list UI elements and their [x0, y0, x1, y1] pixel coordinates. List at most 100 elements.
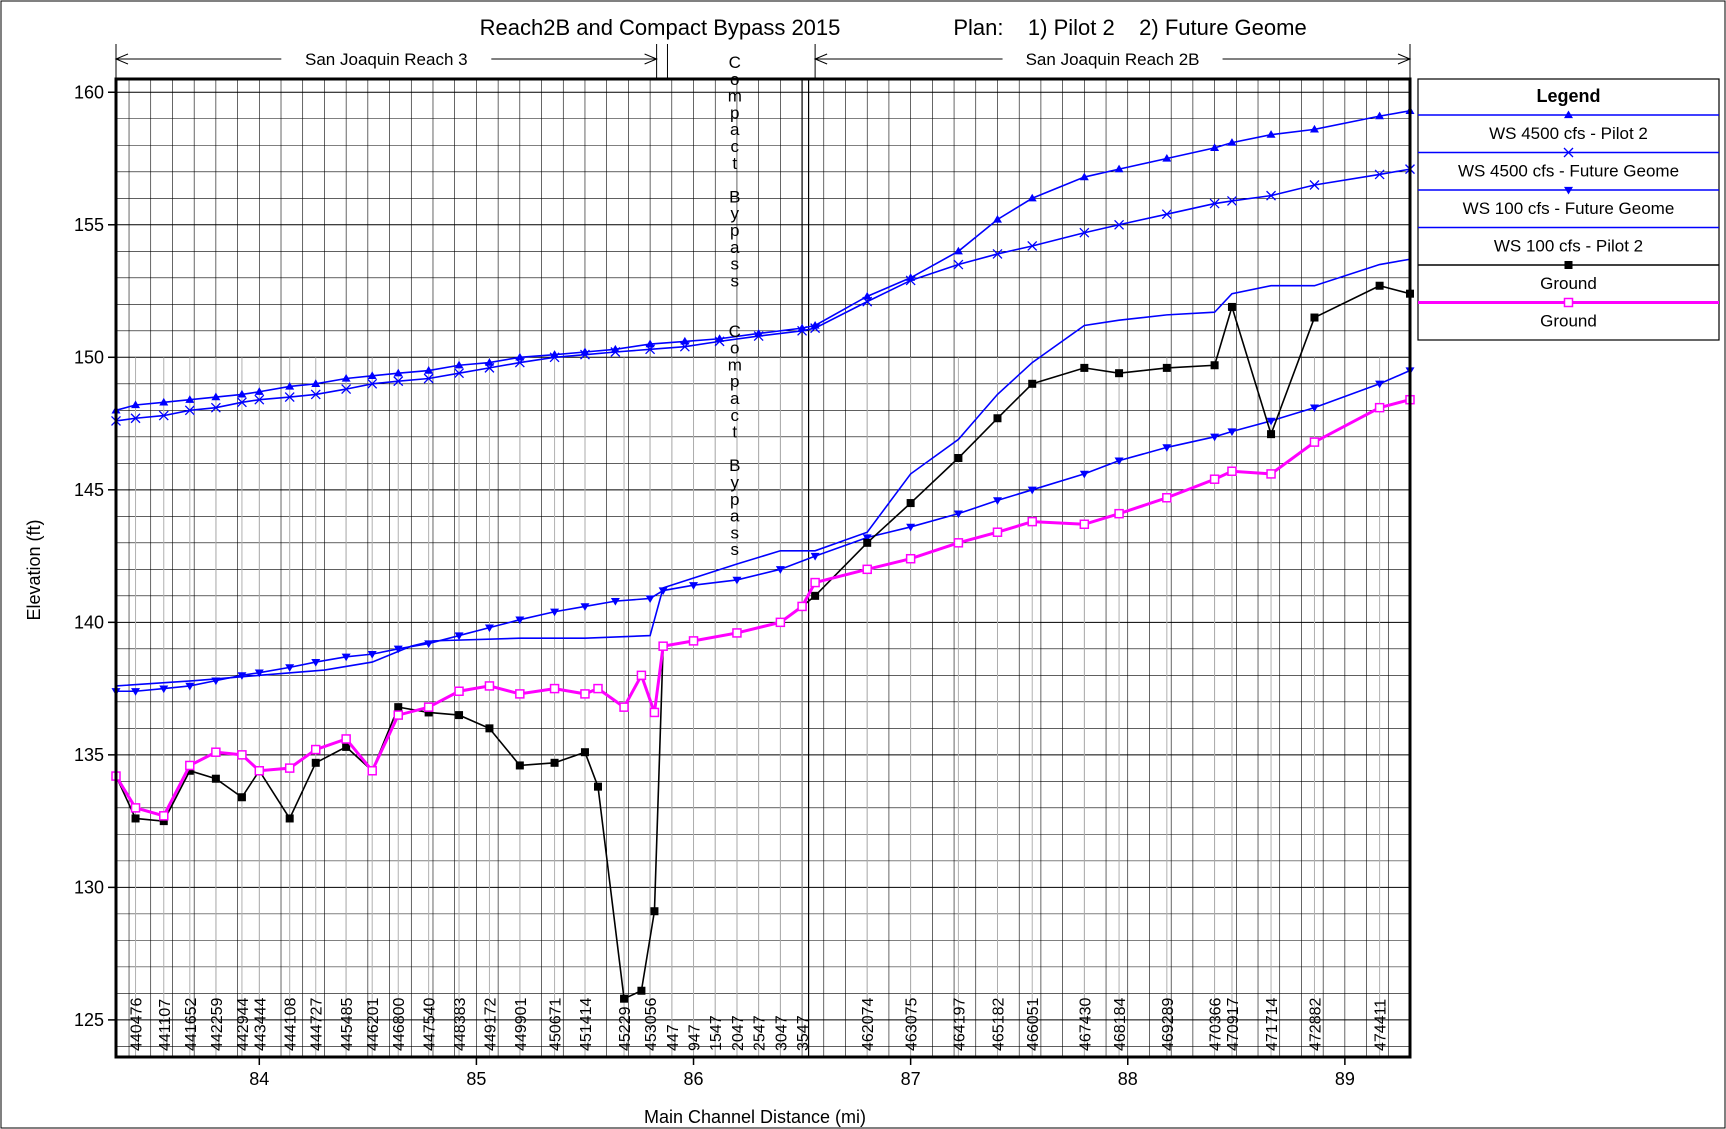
point — [953, 510, 963, 519]
y-tick-label: 145 — [74, 480, 104, 500]
point — [515, 616, 525, 625]
point — [1266, 469, 1276, 479]
point — [1027, 241, 1038, 251]
point — [810, 552, 820, 561]
point — [1309, 437, 1320, 447]
series-line — [114, 398, 1411, 818]
point — [1162, 154, 1172, 162]
point — [619, 702, 629, 712]
point — [454, 632, 464, 641]
point — [1209, 198, 1220, 209]
point — [484, 358, 494, 366]
station-label: 451414 — [578, 998, 595, 1051]
legend-label: WS 4500 cfs - Pilot 2 — [1489, 124, 1648, 143]
point — [1563, 147, 1574, 158]
point — [650, 907, 659, 916]
station-label: 465182 — [990, 998, 1007, 1051]
point — [484, 624, 494, 633]
point — [1564, 110, 1573, 119]
station-label: 446201 — [365, 998, 382, 1051]
point — [580, 349, 590, 360]
point — [550, 608, 560, 617]
series-1 — [111, 164, 1415, 426]
point — [211, 747, 221, 757]
point — [1309, 180, 1320, 190]
station-label: 471714 — [1264, 998, 1281, 1051]
point — [254, 669, 264, 678]
point — [593, 782, 602, 791]
point — [1375, 380, 1385, 389]
point — [393, 368, 403, 377]
point — [515, 689, 525, 699]
x-tick-label: 85 — [466, 1069, 486, 1089]
point — [254, 766, 265, 776]
point — [424, 366, 434, 374]
station-label: 444108 — [283, 998, 300, 1051]
point — [550, 758, 559, 767]
legend-label: WS 4500 cfs - Future Geome — [1458, 162, 1679, 181]
station-label: 3047 — [773, 1015, 790, 1051]
point — [311, 758, 320, 767]
point — [393, 710, 403, 720]
point — [341, 373, 351, 382]
station-label: 474411 — [1373, 999, 1390, 1051]
point — [549, 352, 560, 363]
compact-char: m — [728, 87, 742, 106]
point — [237, 750, 247, 760]
point — [284, 763, 295, 773]
point — [1309, 124, 1319, 133]
point — [679, 341, 690, 352]
point — [237, 389, 247, 398]
point — [367, 378, 378, 389]
point — [236, 397, 247, 408]
point — [1227, 428, 1237, 437]
station-label: 450671 — [548, 998, 565, 1051]
point — [484, 362, 495, 373]
point — [159, 397, 169, 406]
point — [1079, 519, 1090, 530]
point — [185, 760, 195, 771]
station-label: 444727 — [309, 998, 326, 1051]
point — [367, 766, 377, 776]
compact-char: p — [730, 490, 739, 509]
point — [714, 336, 725, 347]
point — [342, 742, 351, 751]
point — [649, 707, 660, 718]
point — [1210, 361, 1219, 370]
point — [680, 336, 690, 345]
point — [341, 734, 351, 744]
point — [341, 653, 351, 662]
point — [394, 703, 403, 712]
point — [131, 814, 140, 823]
point — [1564, 261, 1573, 269]
point — [515, 761, 524, 770]
point — [1266, 417, 1276, 426]
point — [862, 291, 872, 300]
point — [454, 686, 464, 696]
series-3 — [115, 258, 1411, 687]
station-label: 462074 — [860, 998, 877, 1051]
point — [1115, 369, 1124, 378]
station-label: 472882 — [1307, 998, 1324, 1051]
compact-char: B — [729, 456, 740, 475]
point — [753, 331, 764, 342]
point — [906, 499, 915, 508]
point — [862, 296, 873, 307]
point — [310, 389, 321, 400]
station-labels: 440476 441107 441652 442259 442944 443444 4441… — [129, 357, 1390, 1057]
y-tick-label: 160 — [74, 82, 104, 102]
point — [237, 793, 246, 802]
point — [1162, 444, 1172, 452]
station-label: 453056 — [643, 998, 660, 1051]
legend-box — [1417, 78, 1720, 341]
point — [906, 523, 916, 532]
compact-char: s — [731, 523, 740, 542]
station-label: 464197 — [951, 998, 968, 1051]
station-label: 470366 — [1208, 998, 1225, 1051]
point — [185, 395, 195, 403]
point — [1227, 195, 1237, 206]
point — [1162, 363, 1171, 372]
point — [1079, 227, 1090, 238]
point — [1267, 430, 1276, 439]
